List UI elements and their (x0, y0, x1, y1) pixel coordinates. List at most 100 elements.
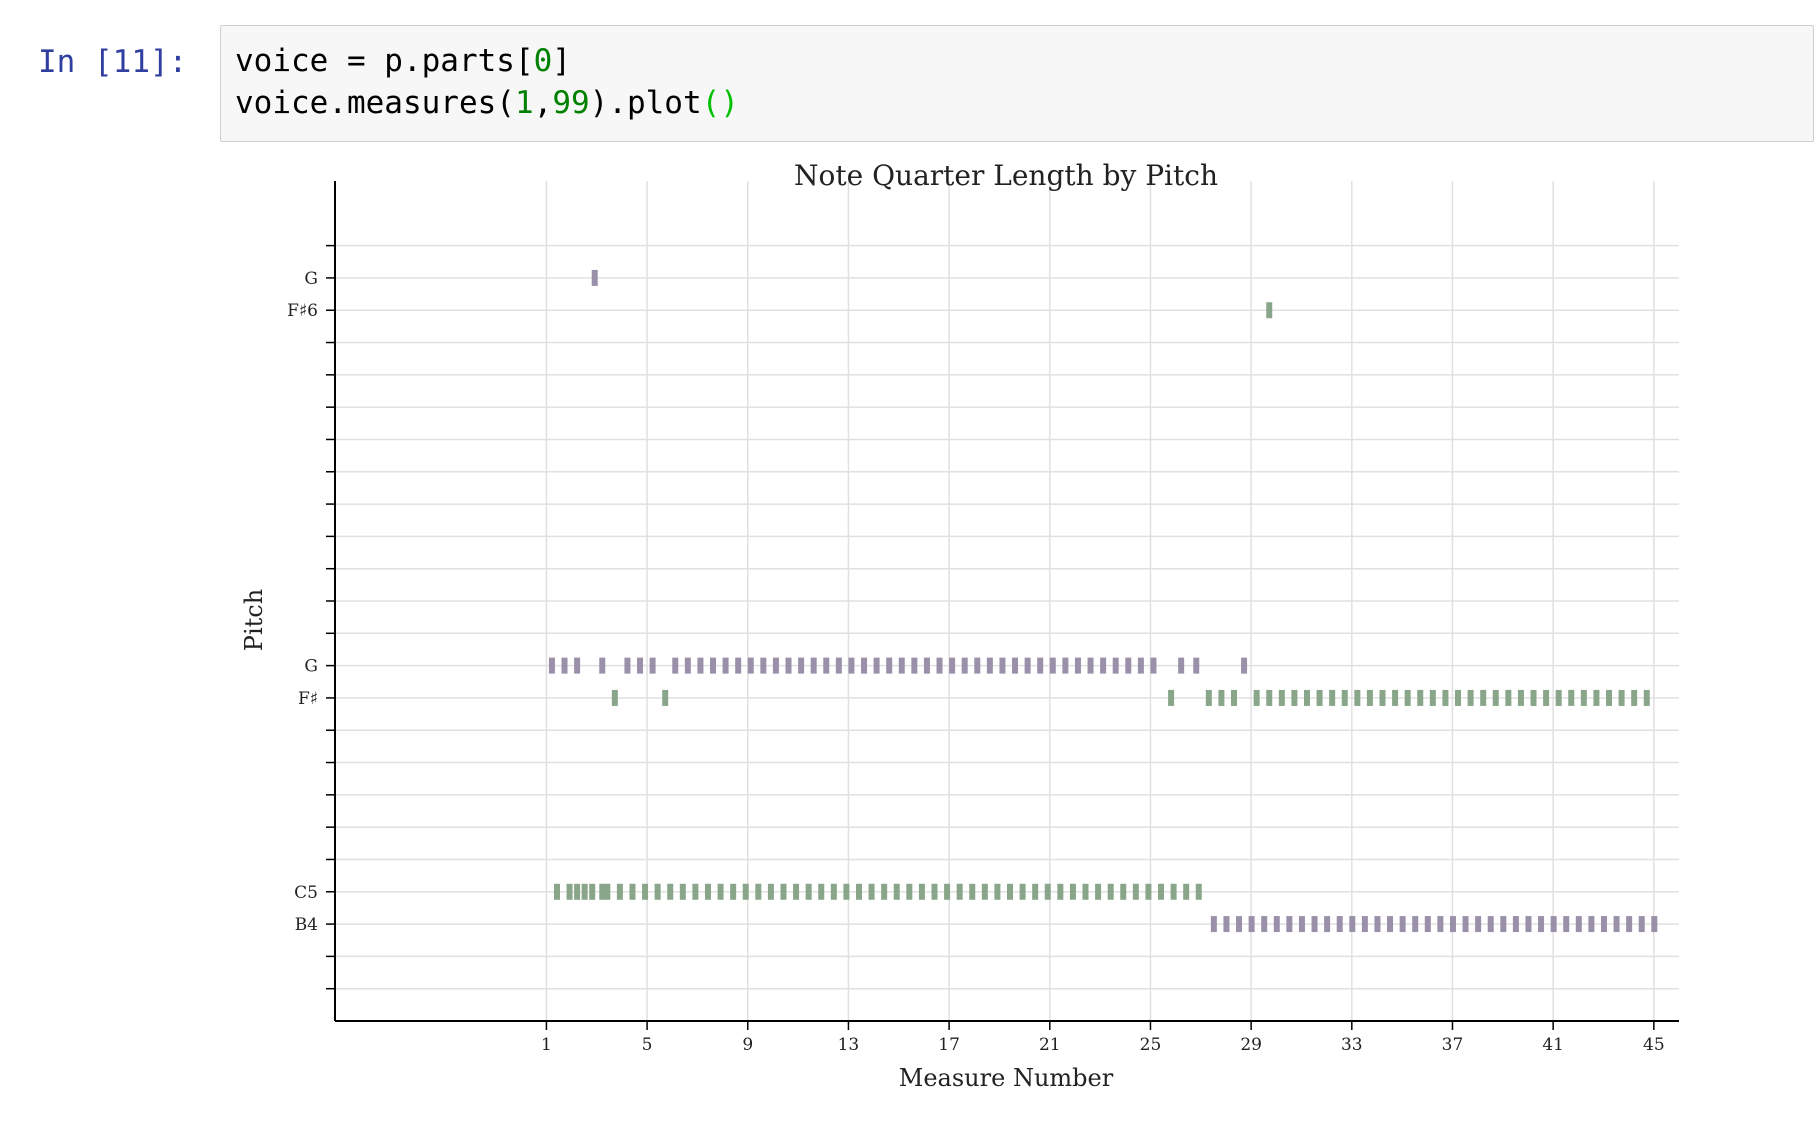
note-mark (886, 657, 893, 674)
note-mark (1404, 689, 1411, 706)
note-mark (1568, 689, 1575, 706)
note-mark (848, 657, 855, 674)
code-number: 99 (552, 85, 590, 121)
note-mark (1132, 883, 1139, 900)
note-mark (911, 657, 918, 674)
note-mark (1037, 657, 1044, 674)
note-mark (1069, 883, 1076, 900)
cell-output: B4 C5 F♯ G F♯6 G 1 5 9 13 17 21 25 29 33 37 41 45 Note Qu… (220, 150, 1814, 1126)
note-mark (1303, 689, 1310, 706)
note-mark (611, 689, 618, 706)
note-mark (662, 689, 669, 706)
note-mark (893, 883, 900, 900)
code-cell-input[interactable]: voice = p.parts[0] voice.measures(1,99).… (220, 25, 1814, 142)
note-mark (1168, 689, 1175, 706)
note-mark (1455, 689, 1461, 706)
note-mark (785, 657, 792, 674)
note-mark (805, 883, 812, 900)
note-mark (637, 657, 644, 674)
note-mark (1298, 916, 1305, 933)
note-mark (561, 657, 568, 674)
note-mark (1467, 689, 1474, 706)
note-mark (1399, 916, 1406, 933)
note-mark (1643, 689, 1650, 706)
note-mark (961, 657, 968, 674)
note-mark (1125, 657, 1132, 674)
note-mark (1492, 689, 1499, 706)
note-mark (772, 657, 779, 674)
note-mark (742, 883, 749, 900)
note-mark (1517, 689, 1524, 706)
note-mark (830, 883, 837, 900)
note-mark (906, 883, 913, 900)
note-mark (1210, 916, 1217, 933)
code-text: ] (552, 43, 571, 79)
note-mark (1024, 657, 1031, 674)
note-mark (861, 657, 868, 674)
y-axis-label: Pitch (240, 589, 268, 651)
note-mark (1032, 883, 1039, 900)
note-mark (843, 883, 850, 900)
note-mark (1600, 916, 1607, 933)
note-mark (1178, 657, 1185, 674)
note-mark (604, 883, 611, 900)
note-mark (1273, 916, 1280, 933)
note-mark (818, 883, 825, 900)
note-mark (1487, 916, 1494, 933)
note-mark (735, 657, 742, 674)
note-mark (1475, 916, 1482, 933)
note-mark (1575, 916, 1582, 933)
note-mark (1543, 689, 1550, 706)
note-mark (986, 657, 993, 674)
code-text: voice.measures( (235, 85, 515, 121)
note-mark (1341, 689, 1348, 706)
note-mark (1261, 916, 1268, 933)
note-mark (1218, 689, 1225, 706)
note-mark (553, 883, 560, 900)
note-mark (1082, 883, 1089, 900)
note-mark (1593, 689, 1600, 706)
x-tick-label: 1 (541, 1035, 552, 1055)
x-tick-label: 13 (838, 1035, 860, 1055)
note-mark (1095, 883, 1102, 900)
note-mark (1555, 689, 1562, 706)
note-mark (760, 657, 767, 674)
note-mark (599, 657, 606, 674)
y-tick-label: F♯6 (287, 301, 318, 321)
note-mark (835, 657, 842, 674)
note-mark (1183, 883, 1190, 900)
note-mark (823, 657, 830, 674)
note-mark (1512, 916, 1519, 933)
note-mark (1387, 916, 1394, 933)
note-mark (704, 883, 711, 900)
note-mark (1354, 689, 1361, 706)
note-mark (1424, 916, 1431, 933)
note-mark (1412, 916, 1419, 933)
note-mark (956, 883, 963, 900)
note-mark (642, 883, 649, 900)
y-tick-label: G (304, 657, 318, 677)
note-mark (1012, 657, 1019, 674)
note-mark (767, 883, 774, 900)
x-tick-label: 25 (1140, 1035, 1162, 1055)
x-tick-label: 9 (742, 1035, 753, 1055)
note-mark (981, 883, 988, 900)
code-parens: () (701, 85, 739, 121)
note-mark (1613, 916, 1620, 933)
note-mark (629, 883, 636, 900)
x-tick-label: 17 (938, 1035, 960, 1055)
note-mark (1349, 916, 1356, 933)
note-mark (1336, 916, 1343, 933)
note-mark (1019, 883, 1026, 900)
note-mark (581, 883, 588, 900)
note-mark (1248, 916, 1255, 933)
note-mark (855, 883, 862, 900)
note-mark (918, 883, 925, 900)
note-mark (1112, 657, 1119, 674)
note-mark (730, 883, 737, 900)
note-mark (1538, 916, 1545, 933)
note-mark (1241, 657, 1248, 674)
note-mark (1437, 916, 1444, 933)
note-mark (780, 883, 787, 900)
note-mark (1195, 883, 1202, 900)
